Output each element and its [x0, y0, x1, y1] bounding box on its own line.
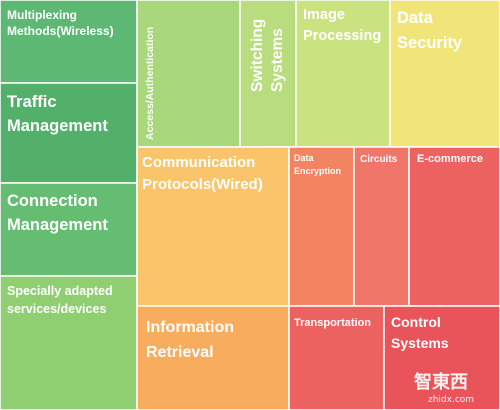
tile-label: Switching Systems — [249, 19, 286, 92]
treemap-tile-access-authentication: Access/Authentication — [136, 0, 241, 148]
tile-label: Data Encryption — [294, 153, 341, 176]
treemap-tile-information-retrieval: Information Retrieval — [136, 305, 290, 410]
tile-rect — [353, 146, 410, 307]
tile-label: Control Systems — [391, 314, 449, 351]
treemap-tile-transportation: Transportation — [288, 305, 385, 410]
treemap-tile-communication-protocols-wired: Communication Protocols(Wired) — [136, 146, 290, 307]
tile-label: Connection Management — [7, 192, 108, 234]
tile-label: Transportation — [294, 317, 371, 329]
tile-label: Image Processing — [303, 7, 381, 44]
tile-label: Multiplexing Methods(Wireless) — [7, 8, 114, 38]
tile-rect — [136, 0, 241, 148]
tile-label: Circuits — [360, 154, 398, 165]
tile-label: Data Security — [397, 9, 463, 52]
tile-rect — [136, 305, 290, 410]
treemap-tile-circuits: Circuits — [353, 146, 410, 307]
tile-rect — [389, 0, 500, 148]
treemap-tile-traffic-management: Traffic Management — [0, 82, 138, 184]
treemap-tile-multiplexing-methods-wireless: Multiplexing Methods(Wireless) — [0, 0, 138, 84]
watermark-logo: 智東西 zhidx.com — [414, 371, 474, 405]
treemap-tile-control-systems: Control Systems — [383, 305, 500, 410]
tile-rect — [136, 146, 290, 307]
watermark-url: zhidx.com — [428, 395, 474, 405]
treemap-tile-data-encryption: Data Encryption — [288, 146, 355, 307]
tile-label: Information Retrieval — [146, 319, 234, 361]
tile-rect — [288, 305, 385, 410]
treemap-tile-specially-adapted-services-devices: Specially adapted services/devices — [0, 275, 138, 410]
treemap-tile-switching-systems: Switching Systems — [239, 0, 297, 148]
tile-label: Specially adapted services/devices — [7, 284, 113, 316]
tile-rect — [383, 305, 500, 410]
tile-rect — [408, 146, 500, 307]
treemap-tile-data-security: Data Security — [389, 0, 500, 148]
tile-label: Communication Protocols(Wired) — [142, 154, 263, 193]
tile-rect — [295, 0, 391, 148]
tile-label: Access/Authentication — [144, 27, 156, 140]
treemap-tile-connection-management: Connection Management — [0, 182, 138, 277]
treemap-tile-image-processing: Image Processing — [295, 0, 391, 148]
watermark-logo-text: 智東西 — [414, 371, 468, 393]
tile-label: Traffic Management — [7, 93, 108, 135]
tile-label: E-commerce — [417, 153, 483, 165]
tile-rect — [288, 146, 355, 307]
treemap-tile-e-commerce: E-commerce — [408, 146, 500, 307]
